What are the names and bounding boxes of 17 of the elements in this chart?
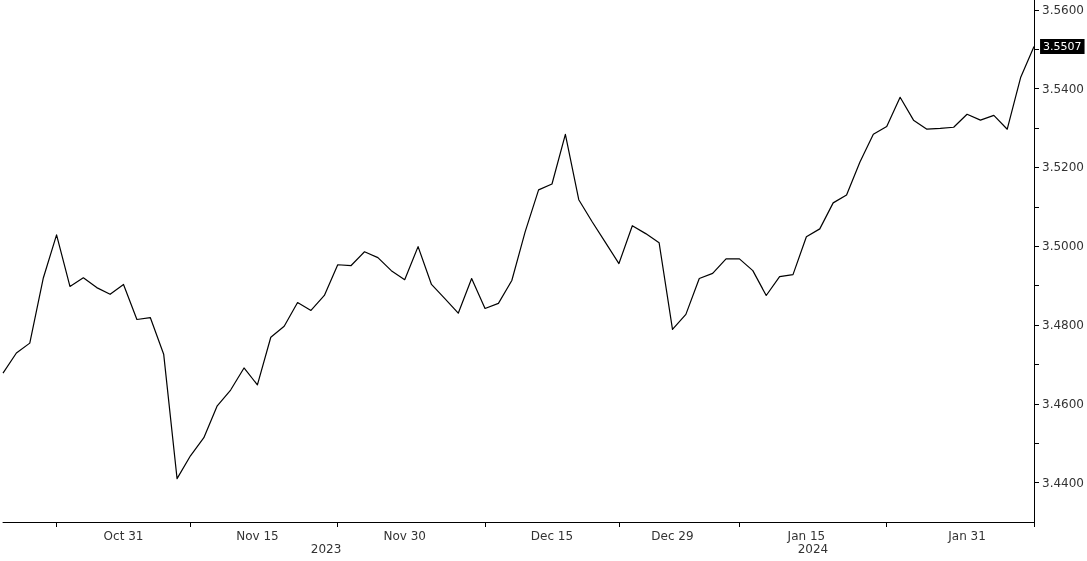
y-tick-label: 3.5400 [1042,81,1085,96]
x-tick-label: Oct 31 [103,529,144,543]
data-label: 3.5507 [1043,39,1082,53]
y-tick-label: 3.4600 [1042,396,1085,411]
x-tick-label: Dec 29 [651,529,694,543]
x-tick-label: Jan 31 [947,529,986,543]
y-tick-label: 3.5600 [1042,2,1085,17]
x-tick-label: Dec 15 [530,529,574,543]
x-tick-label: Nov 30 [383,529,426,543]
x-tick-label: Nov 15 [236,529,279,543]
text: 2024 [797,542,829,556]
y-tick-label: 3.5200 [1042,160,1085,175]
y-tick-label: 3.5000 [1042,239,1085,254]
x-tick-label: Jan 15 [786,529,826,543]
y-tick-label: 3.4400 [1042,475,1085,490]
y-tick-label: 3.4800 [1042,318,1085,333]
text: 2023 [310,542,342,556]
